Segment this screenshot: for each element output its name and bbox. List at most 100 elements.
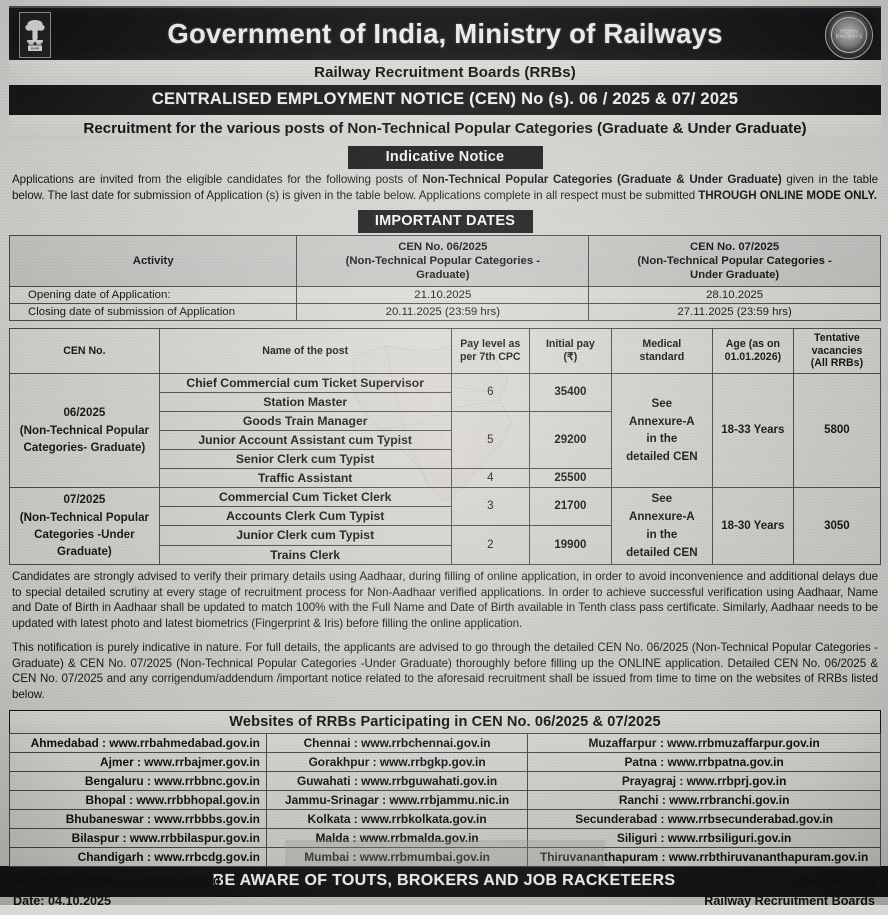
rrb-website-link[interactable]: Jammu-Srinagar : www.rrbjammu.nic.in (265, 789, 529, 810)
col-cen06-line3: Graduate) (416, 268, 470, 281)
rrb-website-link[interactable]: Chennai : www.rrbchennai.gov.in (265, 732, 529, 753)
posts-table: CEN No. Name of the post Pay level as pe… (9, 327, 882, 565)
col-cen06-line2: (Non-Technical Popular Categories - (345, 254, 540, 267)
svg-text:सत्यमेव: सत्यमेव (31, 47, 40, 51)
post-name: Trains Clerk (158, 544, 452, 565)
rrb-website-link[interactable]: Ahmedabad : www.rrbahmedabad.gov.in (9, 732, 267, 753)
indicative-nature-note: This notification is purely indicative i… (12, 640, 878, 702)
rrb-website-link[interactable]: Ranchi : www.rrbranchi.gov.in (527, 789, 881, 810)
col-cen07: CEN No. 07/2025 (Non-Technical Popular C… (588, 234, 881, 287)
rrb-website-link[interactable]: Bilaspur : www.rrbbilaspur.gov.in (9, 827, 267, 848)
posts-table-wrapper: CEN No. Name of the post Pay level as pe… (9, 327, 882, 565)
rrb-website-link[interactable]: Mumbai : www.rrbmumbai.gov.in (265, 846, 529, 867)
rrb-website-link[interactable]: Bhopal : www.rrbbhopal.gov.in (9, 789, 267, 810)
medical-07-line3: in the (646, 527, 678, 541)
post-name: Station Master (158, 391, 452, 412)
table-row: Opening date of Application: 21.10.2025 … (8, 285, 881, 304)
table-header-row: Activity CEN No. 06/2025 (Non-Technical … (8, 234, 881, 287)
col-initial-pay-line2: (₹) (563, 350, 578, 363)
rrb-website-link[interactable]: Bengaluru : www.rrbbnc.gov.in (9, 770, 267, 791)
col-medical-line2: standard (639, 350, 685, 363)
col-tentative-vacancies: Tentative vacancies (All RRBs) (792, 327, 882, 374)
table-row: Traffic Assistant 4 25500 (10, 467, 881, 488)
rrb-website-link[interactable]: Patna : www.rrbpatna.gov.in (527, 751, 881, 772)
notice-date: Date: 04.10.2025 (13, 893, 112, 908)
row-cen06-value: 21.10.2025 (296, 285, 590, 304)
col-cen-no: CEN No. (9, 327, 160, 374)
page-title: Government of India, Ministry of Railway… (167, 18, 723, 49)
initial-pay: 19900 (528, 524, 612, 565)
signatory: Chairpersons Railway Recruitment Boards (704, 873, 875, 911)
post-name: Junior Clerk cum Typist (158, 524, 452, 546)
rrb-website-link[interactable]: Chandigarh : www.rrbcdg.gov.in (9, 846, 267, 867)
col-vacancies-line1: Tentative vacancies (811, 331, 863, 357)
vacancies-07: 3050 (792, 486, 882, 565)
important-dates-badge: IMPORTANT DATES (357, 209, 533, 233)
cen-group-06-line3: Categories- Graduate) (23, 441, 146, 455)
pay-level: 3 (450, 486, 530, 526)
table-row: 07/2025 (Non-Technical Popular Categorie… (9, 486, 882, 565)
col-initial-pay: Initial pay (₹) (528, 327, 612, 374)
col-pay-level: Pay level as per 7th CPC (450, 327, 530, 374)
important-dates-table: Activity CEN No. 06/2025 (Non-Technical … (8, 234, 881, 321)
recruitment-line: Recruitment for the various posts of Non… (9, 115, 881, 141)
col-activity: Activity (8, 234, 298, 287)
cen-group-07-line1: 07/2025 (63, 493, 106, 507)
medical-standard-07: See Annexure-A in the detailed CEN (610, 486, 713, 565)
rrb-website-link[interactable]: Thiruvananthapuram : www.rrbthiruvananth… (527, 846, 881, 867)
rrb-website-link[interactable]: Secunderabad : www.rrbsecunderabad.gov.i… (527, 808, 881, 829)
cen-group-06-line1: 06/2025 (63, 406, 106, 420)
row-activity: Closing date of submission of Applicatio… (8, 302, 298, 321)
age-limit-07: 18-30 Years (711, 486, 794, 565)
indicative-text-2: given in the table below. The last date … (12, 173, 878, 202)
col-initial-pay-line1: Initial pay (545, 338, 595, 351)
cen-group-07-line3: Categories -Under Graduate) (34, 527, 135, 559)
indian-railways-seal-icon: INDIAN RAILWAYS (825, 11, 873, 59)
cen-number-bar: CENTRALISED EMPLOYMENT NOTICE (CEN) No (… (9, 85, 881, 115)
rrb-website-link[interactable]: Muzaffarpur : www.rrbmuzaffarpur.gov.in (527, 732, 881, 753)
col-vacancies-line2: (All RRBs) (810, 357, 864, 370)
post-name: Goods Train Manager (158, 410, 452, 431)
list-item: Bengaluru : www.rrbbnc.gov.in Guwahati :… (9, 770, 881, 791)
post-name: Senior Clerk cum Typist (158, 448, 452, 469)
table-row: Goods Train Manager 5 29200 (10, 410, 881, 469)
list-item: Bilaspur : www.rrbbilaspur.gov.in Malda … (9, 827, 881, 848)
col-cen07-line3: Under Graduate) (690, 268, 780, 281)
rrb-website-link[interactable]: Gorakhpur : www.rrbgkp.gov.in (265, 751, 529, 772)
col-cen06: CEN No. 06/2025 (Non-Technical Popular C… (296, 234, 590, 287)
pay-level: 2 (450, 524, 530, 565)
pay-level: 4 (450, 467, 530, 488)
notice-number: No. RRB/MAS/06&07-2025/G&UG/01 (13, 874, 228, 889)
initial-pay: 25500 (528, 467, 612, 488)
footer: No. RRB/MAS/06&07-2025/G&UG/01 Date: 04.… (9, 867, 881, 915)
col-cen07-line1: CEN No. 07/2025 (690, 240, 780, 253)
medical-07-line2: Annexure-A (628, 509, 695, 523)
rrb-website-link[interactable]: Ajmer : www.rrbajmer.gov.in (9, 751, 267, 772)
rrb-website-link[interactable]: Guwahati : www.rrbguwahati.gov.in (265, 770, 529, 791)
medical-standard-06: See Annexure-A in the detailed CEN (610, 372, 713, 488)
cen-group-06-line2: (Non-Technical Popular (19, 423, 150, 437)
rrb-website-link[interactable]: Kolkata : www.rrbkolkata.gov.in (265, 808, 529, 829)
table-row: Accounts Clerk Cum Typist (10, 505, 881, 526)
rrb-website-link[interactable]: Malda : www.rrbmalda.gov.in (265, 827, 529, 848)
col-pay-level-line2: per 7th CPC (459, 350, 521, 363)
col-medical-standard: Medical standard (610, 327, 713, 374)
header-banner: सत्यमेव Government of India, Ministry of… (9, 6, 881, 60)
table-row: Junior Clerk cum Typist 2 19900 (10, 524, 881, 565)
medical-06-line1: See (651, 396, 673, 410)
row-cen07-value: 28.10.2025 (588, 285, 881, 304)
table-row: Trains Clerk (10, 544, 881, 565)
initial-pay: 35400 (528, 372, 612, 412)
cen-group-06: 06/2025 (Non-Technical Popular Categorie… (9, 372, 160, 488)
list-item: Ajmer : www.rrbajmer.gov.in Gorakhpur : … (9, 751, 881, 772)
post-name: Traffic Assistant (158, 467, 452, 488)
cen-group-07: 07/2025 (Non-Technical Popular Categorie… (9, 486, 160, 565)
post-name: Commercial Cum Ticket Clerk (158, 486, 452, 507)
col-age-line1: Age (as on (725, 338, 780, 351)
indicative-paragraph: Applications are invited from the eligib… (9, 169, 881, 206)
rrb-website-link[interactable]: Bhubaneswar : www.rrbbbs.gov.in (9, 808, 267, 829)
signatory-org: Railway Recruitment Boards (704, 893, 875, 908)
rrb-website-link[interactable]: Siliguri : www.rrbsiliguri.gov.in (527, 827, 881, 848)
rrb-website-link[interactable]: Prayagraj : www.rrbprj.gov.in (527, 770, 881, 791)
col-cen07-line2: (Non-Technical Popular Categories - (637, 254, 832, 267)
